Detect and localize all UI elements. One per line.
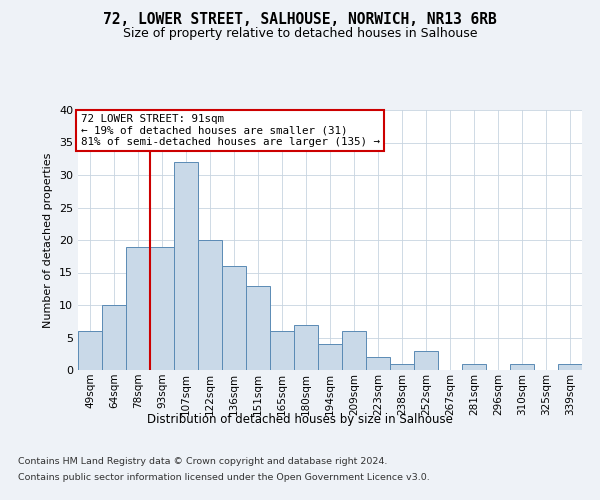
Bar bbox=[390, 364, 414, 370]
Bar bbox=[270, 331, 294, 370]
Bar bbox=[462, 364, 486, 370]
Text: Contains HM Land Registry data © Crown copyright and database right 2024.: Contains HM Land Registry data © Crown c… bbox=[18, 458, 388, 466]
Bar bbox=[126, 246, 150, 370]
Text: 72, LOWER STREET, SALHOUSE, NORWICH, NR13 6RB: 72, LOWER STREET, SALHOUSE, NORWICH, NR1… bbox=[103, 12, 497, 28]
Bar bbox=[510, 364, 534, 370]
Bar bbox=[558, 364, 582, 370]
Text: Contains public sector information licensed under the Open Government Licence v3: Contains public sector information licen… bbox=[18, 472, 430, 482]
Bar bbox=[222, 266, 246, 370]
Bar bbox=[342, 331, 366, 370]
Bar bbox=[102, 305, 126, 370]
Bar bbox=[174, 162, 198, 370]
Y-axis label: Number of detached properties: Number of detached properties bbox=[43, 152, 53, 328]
Bar bbox=[318, 344, 342, 370]
Text: Size of property relative to detached houses in Salhouse: Size of property relative to detached ho… bbox=[123, 28, 477, 40]
Text: Distribution of detached houses by size in Salhouse: Distribution of detached houses by size … bbox=[147, 412, 453, 426]
Bar bbox=[294, 324, 318, 370]
Text: 72 LOWER STREET: 91sqm
← 19% of detached houses are smaller (31)
81% of semi-det: 72 LOWER STREET: 91sqm ← 19% of detached… bbox=[80, 114, 380, 147]
Bar bbox=[198, 240, 222, 370]
Bar bbox=[246, 286, 270, 370]
Bar bbox=[78, 331, 102, 370]
Bar bbox=[414, 350, 438, 370]
Bar bbox=[366, 357, 390, 370]
Bar bbox=[150, 246, 174, 370]
